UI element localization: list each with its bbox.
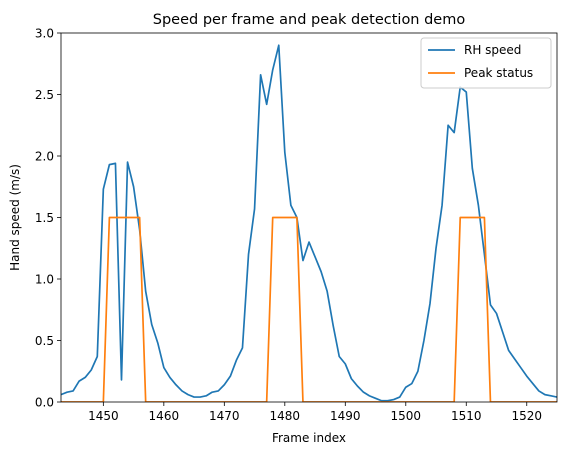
y-axis-ticks: 0.0 0.5 1.0 1.5 2.0 2.5 3.0 xyxy=(35,26,61,409)
y-tick-label: 3.0 xyxy=(35,26,54,40)
legend-label-rh-speed: RH speed xyxy=(464,43,521,57)
y-tick-label: 1.5 xyxy=(35,211,54,225)
x-tick-label: 1450 xyxy=(88,409,119,423)
legend-label-peak-status: Peak status xyxy=(464,66,533,80)
legend: RH speed Peak status xyxy=(420,37,552,89)
series-layer xyxy=(61,44,557,402)
x-axis-label: Frame index xyxy=(272,431,346,445)
y-axis-label: Hand speed (m/s) xyxy=(8,164,22,271)
series-line-0 xyxy=(61,44,557,402)
y-tick-label: 2.0 xyxy=(35,149,54,163)
x-tick-label: 1490 xyxy=(330,409,361,423)
y-tick-label: 0.0 xyxy=(35,395,54,409)
x-axis-ticks: 1450 1460 1470 1480 1490 1500 1510 1520 xyxy=(88,402,542,423)
y-tick-label: 1.0 xyxy=(35,272,54,286)
x-tick-label: 1460 xyxy=(149,409,180,423)
chart-title: Speed per frame and peak detection demo xyxy=(153,12,466,28)
x-tick-label: 1470 xyxy=(209,409,240,423)
series-line-1 xyxy=(61,216,557,402)
y-tick-label: 0.5 xyxy=(35,334,54,348)
x-tick-label: 1520 xyxy=(511,409,542,423)
x-tick-label: 1500 xyxy=(391,409,422,423)
x-tick-label: 1510 xyxy=(451,409,482,423)
y-tick-label: 2.5 xyxy=(35,88,54,102)
x-tick-label: 1480 xyxy=(270,409,301,423)
